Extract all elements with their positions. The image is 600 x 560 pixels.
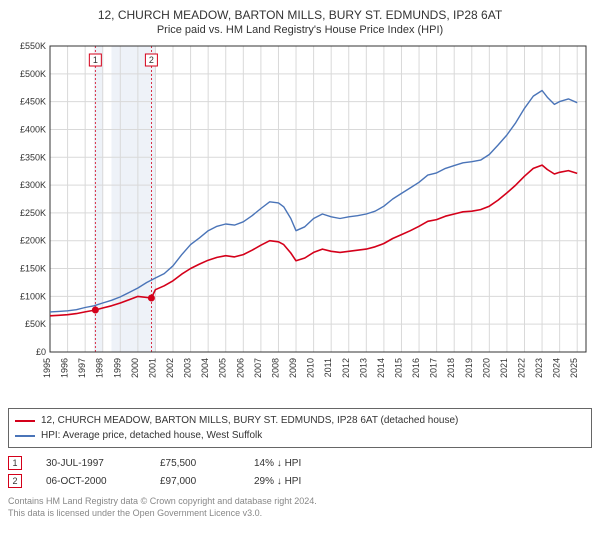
sale-marker: 1 — [8, 456, 22, 470]
legend-label: 12, CHURCH MEADOW, BARTON MILLS, BURY ST… — [41, 413, 458, 428]
svg-text:2020: 2020 — [481, 358, 491, 378]
footer: Contains HM Land Registry data © Crown c… — [8, 496, 592, 519]
svg-text:2: 2 — [149, 55, 154, 65]
svg-text:1998: 1998 — [95, 358, 105, 378]
svg-text:1995: 1995 — [42, 358, 52, 378]
title-block: 12, CHURCH MEADOW, BARTON MILLS, BURY ST… — [8, 8, 592, 36]
sale-row: 1 30-JUL-1997 £75,500 14% ↓ HPI — [8, 454, 592, 472]
svg-text:2025: 2025 — [569, 358, 579, 378]
sale-date: 06-OCT-2000 — [46, 476, 136, 487]
svg-text:2019: 2019 — [464, 358, 474, 378]
svg-text:£450K: £450K — [20, 97, 46, 107]
svg-text:2010: 2010 — [306, 358, 316, 378]
svg-text:£0: £0 — [36, 347, 46, 357]
svg-text:2003: 2003 — [183, 358, 193, 378]
svg-text:£150K: £150K — [20, 264, 46, 274]
legend-label: HPI: Average price, detached house, West… — [41, 428, 262, 443]
svg-text:2023: 2023 — [534, 358, 544, 378]
svg-text:£500K: £500K — [20, 69, 46, 79]
chart-svg: £0 £50K £100K £150K £200K £250K £300K £350K £400… — [8, 42, 592, 402]
svg-text:2024: 2024 — [552, 358, 562, 378]
svg-text:2022: 2022 — [516, 358, 526, 378]
sales-table: 1 30-JUL-1997 £75,500 14% ↓ HPI 2 06-OCT-2000… — [8, 454, 592, 490]
sale-pct: 14% ↓ HPI — [254, 458, 301, 469]
svg-text:2018: 2018 — [446, 358, 456, 378]
legend-row: 12, CHURCH MEADOW, BARTON MILLS, BURY ST… — [15, 413, 585, 428]
svg-text:2008: 2008 — [270, 358, 280, 378]
svg-text:2006: 2006 — [235, 358, 245, 378]
chart-subtitle: Price paid vs. HM Land Registry's House … — [8, 24, 592, 36]
svg-text:£100K: £100K — [20, 291, 46, 301]
legend-swatch — [15, 435, 35, 437]
svg-text:2012: 2012 — [341, 358, 351, 378]
sale-date: 30-JUL-1997 — [46, 458, 136, 469]
chart: £0 £50K £100K £150K £200K £250K £300K £350K £400… — [8, 42, 592, 402]
svg-text:£200K: £200K — [20, 236, 46, 246]
svg-text:£350K: £350K — [20, 152, 46, 162]
svg-text:£300K: £300K — [20, 180, 46, 190]
sale-price: £97,000 — [160, 476, 230, 487]
svg-text:2009: 2009 — [288, 358, 298, 378]
svg-text:2017: 2017 — [429, 358, 439, 378]
svg-text:2001: 2001 — [147, 358, 157, 378]
sale-pct: 29% ↓ HPI — [254, 476, 301, 487]
svg-text:2011: 2011 — [323, 358, 333, 377]
svg-text:£550K: £550K — [20, 42, 46, 51]
svg-text:2014: 2014 — [376, 358, 386, 378]
svg-text:2004: 2004 — [200, 358, 210, 378]
svg-text:2015: 2015 — [393, 358, 403, 378]
legend-swatch — [15, 420, 35, 422]
svg-text:£50K: £50K — [25, 319, 46, 329]
chart-title: 12, CHURCH MEADOW, BARTON MILLS, BURY ST… — [8, 8, 592, 22]
svg-text:2016: 2016 — [411, 358, 421, 378]
svg-text:2000: 2000 — [130, 358, 140, 378]
svg-text:£250K: £250K — [20, 208, 46, 218]
svg-text:2007: 2007 — [253, 358, 263, 378]
svg-text:£400K: £400K — [20, 124, 46, 134]
footer-line-1: Contains HM Land Registry data © Crown c… — [8, 496, 592, 508]
sale-row: 2 06-OCT-2000 £97,000 29% ↓ HPI — [8, 472, 592, 490]
svg-text:2013: 2013 — [358, 358, 368, 378]
footer-line-2: This data is licensed under the Open Gov… — [8, 508, 592, 520]
sale-marker: 2 — [8, 474, 22, 488]
svg-text:2005: 2005 — [218, 358, 228, 378]
svg-text:1996: 1996 — [60, 358, 70, 378]
svg-text:2002: 2002 — [165, 358, 175, 378]
svg-text:1997: 1997 — [77, 358, 87, 378]
sale-price: £75,500 — [160, 458, 230, 469]
legend-row: HPI: Average price, detached house, West… — [15, 428, 585, 443]
legend: 12, CHURCH MEADOW, BARTON MILLS, BURY ST… — [8, 408, 592, 448]
svg-text:1: 1 — [93, 55, 98, 65]
svg-text:1999: 1999 — [112, 358, 122, 378]
svg-text:2021: 2021 — [499, 358, 509, 378]
